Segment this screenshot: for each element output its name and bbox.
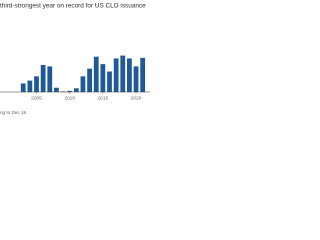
- x-tick-label: 2005: [31, 95, 42, 101]
- bar: [133, 66, 139, 92]
- bar: [140, 57, 146, 92]
- source-note: ng to Dec 15: [0, 110, 26, 115]
- x-tick-label: 2010: [64, 95, 75, 101]
- page: {"chart_data": {"type": "bar", "title": …: [0, 0, 150, 150]
- bar: [40, 64, 46, 92]
- bar: [34, 76, 39, 92]
- bar: [54, 87, 59, 92]
- bar: [20, 83, 26, 92]
- bar: [47, 66, 53, 92]
- bar: [67, 90, 73, 92]
- bar: [27, 80, 33, 92]
- chart: third-strongest year on record for US CL…: [0, 3, 150, 115]
- chart-title: third-strongest year on record for US CL…: [0, 3, 146, 10]
- bar: [80, 76, 86, 92]
- x-tick-label: 2015: [98, 95, 109, 101]
- bar: [120, 55, 126, 92]
- bar: [113, 58, 119, 92]
- bar: [87, 68, 92, 92]
- bar: [73, 88, 79, 92]
- bar: [127, 58, 132, 92]
- bar: [93, 56, 99, 92]
- bar: [107, 71, 112, 92]
- x-tick-label: 2020: [131, 95, 142, 101]
- bar: [100, 64, 106, 92]
